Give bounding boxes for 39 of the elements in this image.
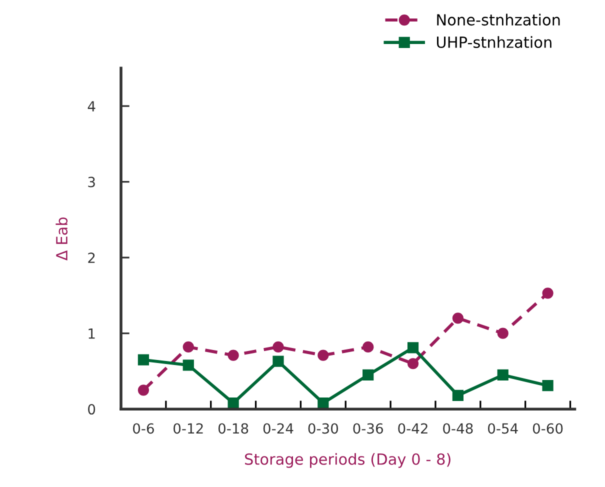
point <box>272 356 284 367</box>
x-tick-label: 0-30 <box>308 423 338 434</box>
point <box>318 350 329 361</box>
x-tick-label: 0-36 <box>353 423 383 434</box>
point <box>138 354 150 366</box>
x-tick-label: 0-6 <box>133 423 154 434</box>
point <box>272 341 284 353</box>
y-tick-label: 3 <box>88 176 95 188</box>
y-tick-label: 2 <box>88 252 95 263</box>
legend-label: None-stnhzation <box>437 14 560 26</box>
point <box>228 350 239 361</box>
point <box>407 342 419 354</box>
x-tick-label: 0-54 <box>488 423 518 434</box>
y-tick-label: 0 <box>88 404 96 415</box>
point <box>542 380 554 392</box>
point <box>362 369 374 381</box>
point <box>362 341 374 353</box>
x-axis-title: Storage periods (Day 0 - 8) <box>245 453 450 468</box>
point <box>182 360 194 371</box>
point <box>407 358 419 370</box>
x-tick-label: 0-24 <box>263 423 294 434</box>
point <box>182 341 194 353</box>
x-tick-label: 0-18 <box>218 423 248 434</box>
y-axis-title: Δ Eab <box>56 217 68 261</box>
point <box>452 312 464 324</box>
y-tick-label: 4 <box>88 101 96 112</box>
legend-label: UHP-stnhzation <box>436 36 552 48</box>
point <box>497 328 508 339</box>
point <box>542 288 554 299</box>
x-tick-label: 0-42 <box>398 423 428 434</box>
point <box>138 384 150 396</box>
point <box>318 397 329 409</box>
x-tick-label: 0-48 <box>443 423 473 434</box>
y-tick-label: 1 <box>88 328 95 339</box>
x-tick-label: 0-12 <box>174 423 203 434</box>
point <box>452 390 464 401</box>
point <box>228 397 239 409</box>
point <box>497 369 508 381</box>
x-tick-label: 0-60 <box>532 423 563 434</box>
